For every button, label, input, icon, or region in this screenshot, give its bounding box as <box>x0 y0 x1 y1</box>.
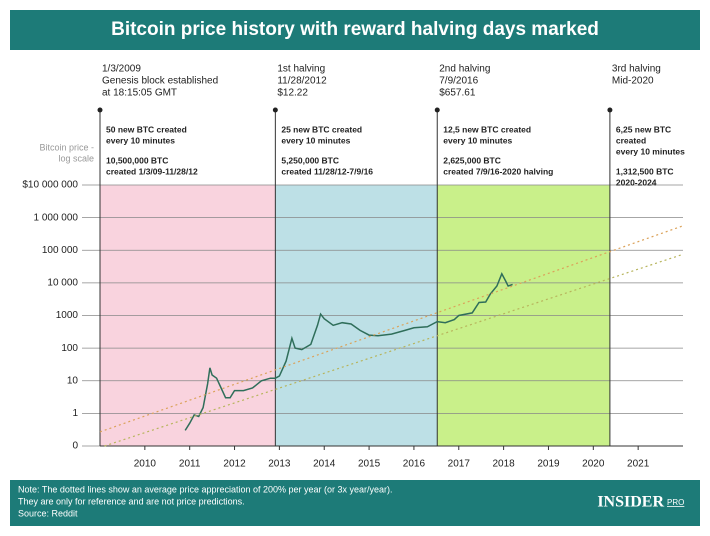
footnote: Note: The dotted lines show an average p… <box>18 484 393 494</box>
x-tick-label: 2012 <box>223 459 246 470</box>
era-info: 10,500,000 BTC <box>106 155 168 165</box>
logo-pro: PRO <box>667 498 684 507</box>
y-axis-label: Bitcoin price - <box>39 142 94 152</box>
trend-line <box>99 225 684 433</box>
x-tick-label: 2015 <box>358 459 381 470</box>
y-tick-label: 1 000 000 <box>34 212 79 223</box>
x-tick-label: 2019 <box>537 459 560 470</box>
y-tick-label: 10 <box>67 375 79 386</box>
x-tick-label: 2020 <box>582 459 605 470</box>
y-tick-label: 0 <box>72 441 78 452</box>
y-tick-label: 100 <box>61 343 78 354</box>
x-tick-label: 2014 <box>313 459 336 470</box>
halving-dot <box>97 107 103 113</box>
halving-label: $657.61 <box>439 88 476 99</box>
era-info: 5,250,000 BTC <box>281 155 339 165</box>
era-info: 1,312,500 BTC <box>616 166 674 176</box>
footnote: Source: Reddit <box>18 508 78 518</box>
x-tick-label: 2013 <box>268 459 291 470</box>
halving-label: 2nd halving <box>439 64 490 75</box>
era-info: 2020-2024 <box>616 177 657 187</box>
era-info: created 7/9/16-2020 halving <box>443 166 553 176</box>
chart-title: Bitcoin price history with reward halvin… <box>111 19 599 40</box>
x-tick-label: 2017 <box>448 459 471 470</box>
era-info: every 10 minutes <box>443 135 512 145</box>
halving-label: $12.22 <box>277 88 308 99</box>
footer-banner <box>10 480 700 526</box>
y-tick-label: 100 000 <box>42 245 79 256</box>
x-tick-label: 2010 <box>134 459 157 470</box>
title-banner <box>10 10 700 50</box>
y-axis-label: log scale <box>58 153 94 163</box>
halving-label: 3rd halving <box>612 64 661 75</box>
era-info: created 1/3/09-11/28/12 <box>106 166 198 176</box>
era-info: every 10 minutes <box>616 146 685 156</box>
halving-dot <box>607 107 613 113</box>
era-info: 25 new BTC created <box>281 124 362 134</box>
halving-label: at 18:15:05 GMT <box>102 88 177 99</box>
halving-label: 1st halving <box>277 64 325 75</box>
halving-label: 11/28/2012 <box>277 76 327 87</box>
x-tick-label: 2016 <box>403 459 426 470</box>
y-tick-label: $10 000 000 <box>22 180 78 191</box>
era-info: 50 new BTC created <box>106 124 187 134</box>
era-info: 2,625,000 BTC <box>443 155 501 165</box>
era-info: every 10 minutes <box>281 135 350 145</box>
price-line <box>184 272 513 431</box>
halving-label: 1/3/2009 <box>102 64 141 75</box>
x-tick-label: 2018 <box>492 459 515 470</box>
y-tick-label: 1000 <box>56 310 79 321</box>
y-tick-label: 10 000 <box>47 278 78 289</box>
halving-dot <box>434 107 440 113</box>
era-info: 6,25 new BTC <box>616 124 671 134</box>
era-info: 12,5 new BTC created <box>443 124 531 134</box>
halving-label: 7/9/2016 <box>439 76 478 87</box>
era-info: created 11/28/12-7/9/16 <box>281 166 373 176</box>
halving-label: Mid-2020 <box>612 76 654 87</box>
x-tick-label: 2021 <box>627 459 650 470</box>
era-info: every 10 minutes <box>106 135 175 145</box>
logo: INSIDER <box>597 494 664 511</box>
y-tick-label: 1 <box>72 408 78 419</box>
trend-line <box>104 253 684 447</box>
era-info: created <box>616 135 646 145</box>
x-tick-label: 2011 <box>179 459 201 470</box>
halving-dot <box>272 107 278 113</box>
halving-label: Genesis block established <box>102 76 218 87</box>
footnote: They are only for reference and are not … <box>18 496 245 506</box>
